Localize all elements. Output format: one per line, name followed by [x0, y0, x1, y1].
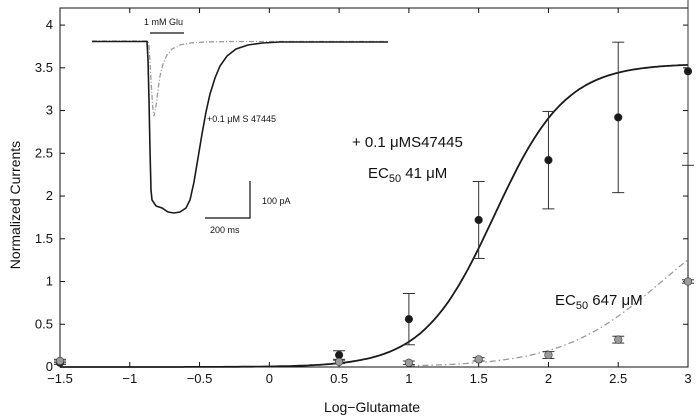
y-tick-label: 3 [46, 103, 53, 118]
data-point [544, 156, 553, 165]
x-axis-label: Log−Glutamate [324, 399, 420, 415]
data-point [404, 358, 413, 367]
data-point [404, 315, 413, 324]
data-point [544, 350, 553, 360]
y-tick-label: 1 [46, 274, 53, 289]
control-ec50-value: 647 μM [588, 292, 643, 309]
inset-current-traces: 1 mM Glu +0.1 μM S 47445 100 pA 200 ms [92, 17, 388, 235]
data-point [683, 67, 693, 76]
y-tick-label: 2.5 [35, 145, 53, 160]
trace-label: +0.1 μM S 47445 [207, 114, 276, 124]
scale-current-label: 100 pA [262, 196, 291, 206]
plot-frame [59, 7, 689, 368]
control-current-trace [92, 40, 388, 117]
y-tick-label: 4 [46, 17, 53, 32]
x-tick-label: 1.5 [470, 371, 488, 386]
y-tick-label: 0 [46, 359, 53, 374]
x-tick-label: −1.5 [47, 371, 73, 386]
enhanced-ec50-prefix: EC [368, 165, 389, 182]
scale-bar [205, 181, 251, 219]
data-point [683, 277, 693, 286]
x-tick-label: 2.5 [609, 371, 627, 386]
y-axis-label: Normalized Currents [7, 141, 23, 269]
data-point [614, 113, 623, 122]
enhanced-ec50-label: EC50 41 μM [368, 165, 447, 185]
enhanced-ec50-subscript: 50 [389, 173, 401, 185]
y-tick-label: 1.5 [35, 231, 53, 246]
data-point [614, 335, 623, 344]
y-tick-label: 0.5 [35, 316, 53, 331]
enhanced-ec50-value: 41 μM [401, 165, 447, 182]
tick-labels: −1.5 −1 −0.5 0 0.5 1 1.5 2 2.5 3 0 0.5 1 1.5 2 2.5 3 3.5 4 [35, 17, 692, 386]
data-point [335, 350, 344, 360]
stimulus-label: 1 mM Glu [144, 17, 183, 27]
fit-curve-series-2 [408, 259, 689, 367]
data-point [55, 356, 65, 366]
tick-marks [59, 8, 689, 368]
axes [59, 7, 689, 368]
x-tick-label: −0.5 [187, 371, 213, 386]
x-tick-label: 0 [266, 371, 273, 386]
fit-curves [60, 64, 689, 368]
data-point [474, 355, 483, 364]
y-tick-label: 3.5 [35, 60, 53, 75]
data-point [474, 215, 483, 225]
x-tick-label: 1 [405, 371, 412, 386]
control-ec50-label: EC50 647 μM [555, 292, 643, 312]
data-point [335, 357, 344, 366]
drug-current-trace [92, 40, 388, 214]
fit-curve-series-1 [60, 64, 689, 368]
data-markers [55, 67, 693, 367]
error-bars [54, 0, 694, 365]
control-ec50-prefix: EC [555, 292, 576, 309]
y-tick-label: 2 [46, 188, 53, 203]
x-tick-label: 3 [684, 371, 691, 386]
x-tick-label: −1 [122, 371, 137, 386]
x-tick-label: 0.5 [330, 371, 348, 386]
enhanced-condition-label: + 0.1 μMS47445 [352, 134, 463, 151]
scale-time-label: 200 ms [210, 225, 240, 235]
control-ec50-subscript: 50 [576, 300, 588, 312]
x-tick-label: 2 [545, 371, 552, 386]
